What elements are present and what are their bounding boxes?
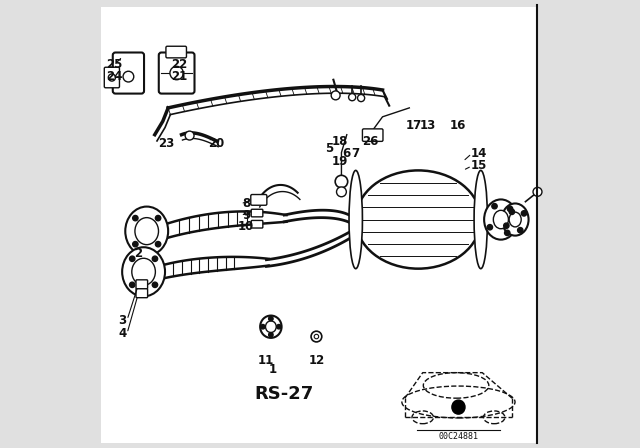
Circle shape (358, 95, 365, 102)
Circle shape (349, 94, 356, 101)
Text: 26: 26 (362, 135, 378, 148)
Text: 24: 24 (106, 70, 123, 83)
Ellipse shape (125, 207, 168, 256)
Ellipse shape (266, 321, 276, 332)
Circle shape (276, 324, 281, 329)
Ellipse shape (349, 170, 362, 269)
Circle shape (132, 215, 138, 221)
FancyBboxPatch shape (113, 52, 144, 94)
Ellipse shape (122, 247, 165, 296)
Circle shape (129, 282, 135, 288)
Circle shape (156, 215, 161, 221)
Circle shape (156, 241, 161, 247)
Circle shape (269, 316, 273, 321)
Text: 11: 11 (257, 354, 274, 367)
Circle shape (492, 203, 497, 209)
Text: 19: 19 (332, 155, 348, 168)
Circle shape (108, 74, 115, 81)
Circle shape (314, 334, 319, 339)
Text: 8: 8 (242, 198, 250, 211)
Circle shape (170, 66, 183, 80)
Text: 20: 20 (208, 137, 225, 150)
Circle shape (311, 331, 322, 342)
Circle shape (123, 71, 134, 82)
Circle shape (152, 282, 157, 288)
Text: 1: 1 (269, 362, 277, 376)
Circle shape (508, 206, 513, 211)
Text: 18: 18 (332, 135, 348, 148)
FancyBboxPatch shape (104, 67, 120, 88)
FancyBboxPatch shape (252, 220, 263, 228)
Text: 21: 21 (171, 70, 188, 83)
FancyBboxPatch shape (362, 129, 383, 142)
Ellipse shape (260, 315, 282, 338)
FancyBboxPatch shape (136, 280, 148, 289)
Ellipse shape (474, 170, 488, 269)
Circle shape (533, 187, 542, 196)
Circle shape (331, 91, 340, 100)
Circle shape (487, 224, 493, 230)
Text: 7: 7 (351, 147, 359, 160)
Circle shape (509, 209, 515, 215)
FancyBboxPatch shape (136, 289, 148, 297)
FancyBboxPatch shape (251, 194, 267, 205)
Ellipse shape (509, 212, 521, 227)
Text: 17: 17 (406, 119, 422, 132)
Circle shape (185, 131, 194, 140)
Ellipse shape (484, 199, 518, 240)
Circle shape (504, 230, 510, 236)
FancyBboxPatch shape (159, 52, 195, 94)
Ellipse shape (502, 203, 529, 236)
Circle shape (337, 187, 346, 197)
Text: RS-27: RS-27 (255, 385, 314, 403)
Text: 23: 23 (158, 137, 174, 150)
Circle shape (518, 228, 523, 233)
Text: 25: 25 (106, 58, 123, 71)
Text: 15: 15 (470, 159, 487, 172)
Circle shape (269, 332, 273, 337)
Text: 2: 2 (134, 246, 142, 259)
FancyBboxPatch shape (166, 46, 186, 58)
Circle shape (504, 223, 509, 228)
Circle shape (152, 256, 157, 262)
Circle shape (335, 175, 348, 188)
Text: 10: 10 (238, 220, 255, 233)
Ellipse shape (132, 258, 156, 285)
Text: 13: 13 (420, 119, 436, 132)
Text: 16: 16 (449, 119, 466, 132)
Text: 4: 4 (118, 327, 127, 340)
Text: 22: 22 (171, 58, 188, 71)
FancyBboxPatch shape (252, 209, 263, 217)
Ellipse shape (135, 218, 159, 245)
Text: 9: 9 (242, 209, 250, 222)
Circle shape (260, 324, 265, 329)
Circle shape (132, 241, 138, 247)
Circle shape (129, 256, 135, 262)
Text: 14: 14 (470, 147, 487, 160)
Circle shape (522, 211, 527, 216)
Text: 6: 6 (342, 147, 351, 160)
Ellipse shape (493, 210, 508, 229)
Text: 12: 12 (308, 354, 325, 367)
Text: 5: 5 (325, 142, 333, 155)
Ellipse shape (356, 170, 481, 269)
Text: 3: 3 (118, 314, 127, 327)
